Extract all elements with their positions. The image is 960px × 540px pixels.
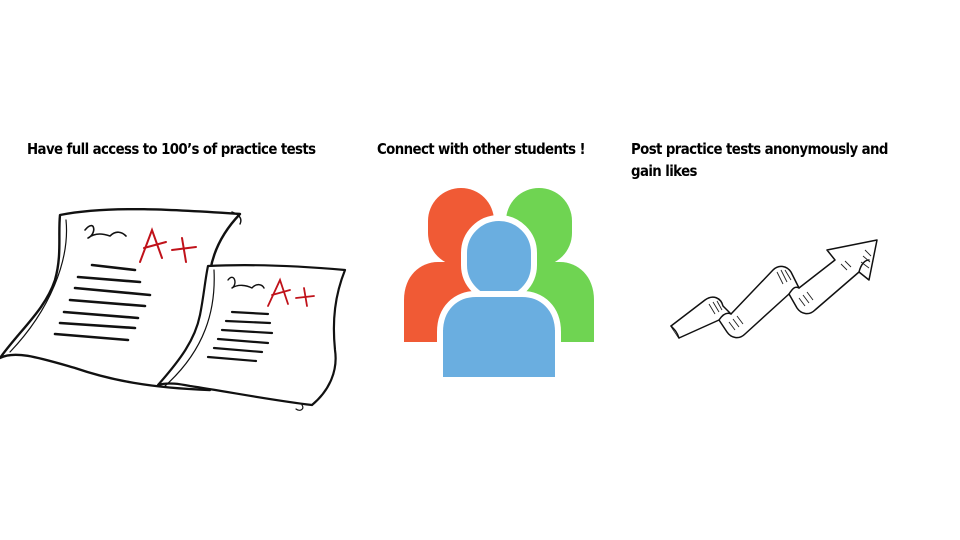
students-group-icon	[404, 188, 594, 383]
test-paper-small	[156, 264, 347, 411]
graded-tests-icon	[0, 207, 347, 411]
feature-title-connect: Connect with other students !	[377, 140, 586, 158]
test-paper-large	[0, 207, 242, 392]
feature-title-post-tests: Post practice tests anonymously and gain…	[631, 140, 888, 180]
grade-large	[139, 227, 197, 263]
grade-small	[267, 277, 315, 307]
student-front	[437, 215, 561, 383]
feature-title-practice-tests: Have full access to 100’s of practice te…	[27, 140, 316, 158]
rising-arrow-icon	[670, 239, 878, 339]
